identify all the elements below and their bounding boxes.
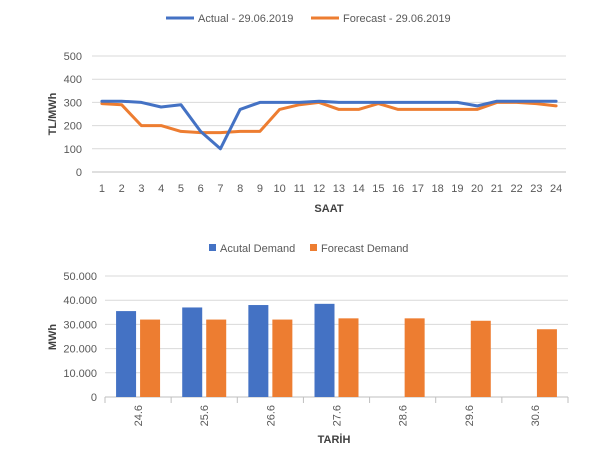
bar-chart-x-tick: 27.6 bbox=[332, 405, 344, 426]
line-chart-x-tick: 3 bbox=[138, 183, 144, 195]
bar-chart-x-axis-title: TARİH bbox=[318, 433, 351, 446]
line-chart-y-tick: 0 bbox=[76, 167, 82, 179]
line-chart-x-tick: 18 bbox=[432, 183, 444, 195]
line-chart-y-tick: 400 bbox=[64, 74, 82, 86]
line-chart-x-tick: 7 bbox=[217, 183, 223, 195]
line-chart-x-tick: 9 bbox=[257, 183, 263, 195]
actual-demand-bar bbox=[116, 311, 137, 397]
line-chart-x-tick: 23 bbox=[530, 183, 542, 195]
line-chart-x-tick: 13 bbox=[333, 183, 345, 195]
bar-chart-x-tick-labels: 24.6 25.6 26.6 27.6 28.6 29.6 30.6 bbox=[133, 405, 542, 426]
bar-chart-x-tick: 26.6 bbox=[265, 405, 277, 426]
bar-chart-legend: Acutal Demand Forecast Demand bbox=[209, 243, 408, 255]
line-chart-gridlines bbox=[92, 55, 566, 173]
line-chart-x-tick: 15 bbox=[372, 183, 384, 195]
bar-chart-y-tick: 10.000 bbox=[63, 368, 97, 380]
line-chart-legend: Actual - 29.06.2019 Forecast - 29.06.201… bbox=[166, 13, 451, 25]
legend-forecast-demand-label: Forecast Demand bbox=[321, 243, 408, 255]
bar-chart-x-tick: 29.6 bbox=[464, 405, 476, 426]
forecast-demand-bar bbox=[272, 319, 293, 397]
bar-chart-gridlines bbox=[104, 275, 569, 403]
line-chart-x-tick: 16 bbox=[392, 183, 404, 195]
line-chart: Actual - 29.06.2019 Forecast - 29.06.201… bbox=[47, 13, 566, 215]
line-chart-x-tick: 24 bbox=[550, 183, 562, 195]
line-chart-x-tick: 1 bbox=[99, 183, 105, 195]
line-series-actual bbox=[100, 99, 558, 151]
actual-demand-bar bbox=[248, 305, 269, 397]
bar-chart-y-axis-title: MWh bbox=[47, 324, 59, 351]
line-chart-x-tick: 6 bbox=[198, 183, 204, 195]
forecast-demand-bar bbox=[140, 319, 161, 397]
forecast-demand-bar bbox=[470, 320, 491, 397]
legend-actual-demand-label: Acutal Demand bbox=[220, 243, 295, 255]
forecast-demand-bar bbox=[206, 319, 227, 397]
bar-chart-bars bbox=[116, 303, 557, 397]
bar-chart-x-tick: 28.6 bbox=[398, 405, 410, 426]
line-chart-x-tick: 12 bbox=[313, 183, 325, 195]
line-chart-x-tick: 5 bbox=[178, 183, 184, 195]
bar-chart-y-tick-labels: 0 10.000 20.000 30.000 40.000 50.000 bbox=[63, 271, 97, 404]
legend-forecast-demand-swatch bbox=[310, 244, 317, 251]
line-series-forecast bbox=[100, 100, 558, 135]
line-chart-x-tick: 11 bbox=[294, 183, 305, 195]
forecast-demand-bar bbox=[338, 318, 359, 397]
bar-chart-y-tick: 30.000 bbox=[63, 319, 97, 331]
line-chart-x-tick: 4 bbox=[158, 183, 164, 195]
line-chart-y-tick-labels: 0 100 200 300 400 500 bbox=[64, 51, 82, 179]
bar-chart-x-tick: 30.6 bbox=[530, 405, 542, 426]
line-chart-y-tick: 100 bbox=[64, 144, 82, 156]
forecast-demand-bar bbox=[536, 329, 557, 397]
bar-chart-x-tick: 24.6 bbox=[133, 405, 145, 426]
bar-chart-x-tick: 25.6 bbox=[199, 405, 211, 426]
bar-chart-y-tick: 50.000 bbox=[63, 271, 97, 283]
line-chart-x-tick: 10 bbox=[274, 183, 286, 195]
line-chart-y-tick: 300 bbox=[64, 97, 82, 109]
line-chart-y-axis-title: TL/MWh bbox=[47, 92, 59, 135]
line-chart-x-tick: 19 bbox=[451, 183, 463, 195]
line-chart-x-tick: 8 bbox=[237, 183, 243, 195]
legend-actual-label: Actual - 29.06.2019 bbox=[198, 13, 293, 25]
line-chart-x-tick: 2 bbox=[119, 183, 125, 195]
line-chart-x-tick: 21 bbox=[491, 183, 503, 195]
line-chart-x-tick-labels: 1 2 3 4 5 6 7 8 9 10 11 12 13 14 15 16 17 18 19 20 21 22 23 24 bbox=[99, 183, 562, 195]
line-chart-x-tick: 20 bbox=[471, 183, 483, 195]
actual-demand-bar bbox=[314, 303, 335, 397]
line-chart-y-tick: 200 bbox=[64, 121, 82, 133]
bar-chart-y-tick: 0 bbox=[91, 392, 97, 404]
legend-forecast-label: Forecast - 29.06.2019 bbox=[343, 13, 451, 25]
line-chart-x-tick: 17 bbox=[412, 183, 424, 195]
bar-chart-y-tick: 20.000 bbox=[63, 344, 97, 356]
bar-chart-y-tick: 40.000 bbox=[63, 295, 97, 307]
legend-actual-demand-swatch bbox=[209, 244, 216, 251]
line-chart-x-tick: 22 bbox=[511, 183, 523, 195]
line-chart-x-axis-title: SAAT bbox=[314, 203, 343, 215]
actual-demand-bar bbox=[182, 307, 203, 397]
line-chart-x-tick: 14 bbox=[353, 183, 365, 195]
forecast-demand-bar bbox=[404, 318, 425, 397]
line-chart-series bbox=[100, 99, 558, 151]
line-chart-y-tick: 500 bbox=[64, 51, 82, 63]
bar-chart: Acutal Demand Forecast Demand 0 10.000 20.… bbox=[47, 243, 569, 446]
